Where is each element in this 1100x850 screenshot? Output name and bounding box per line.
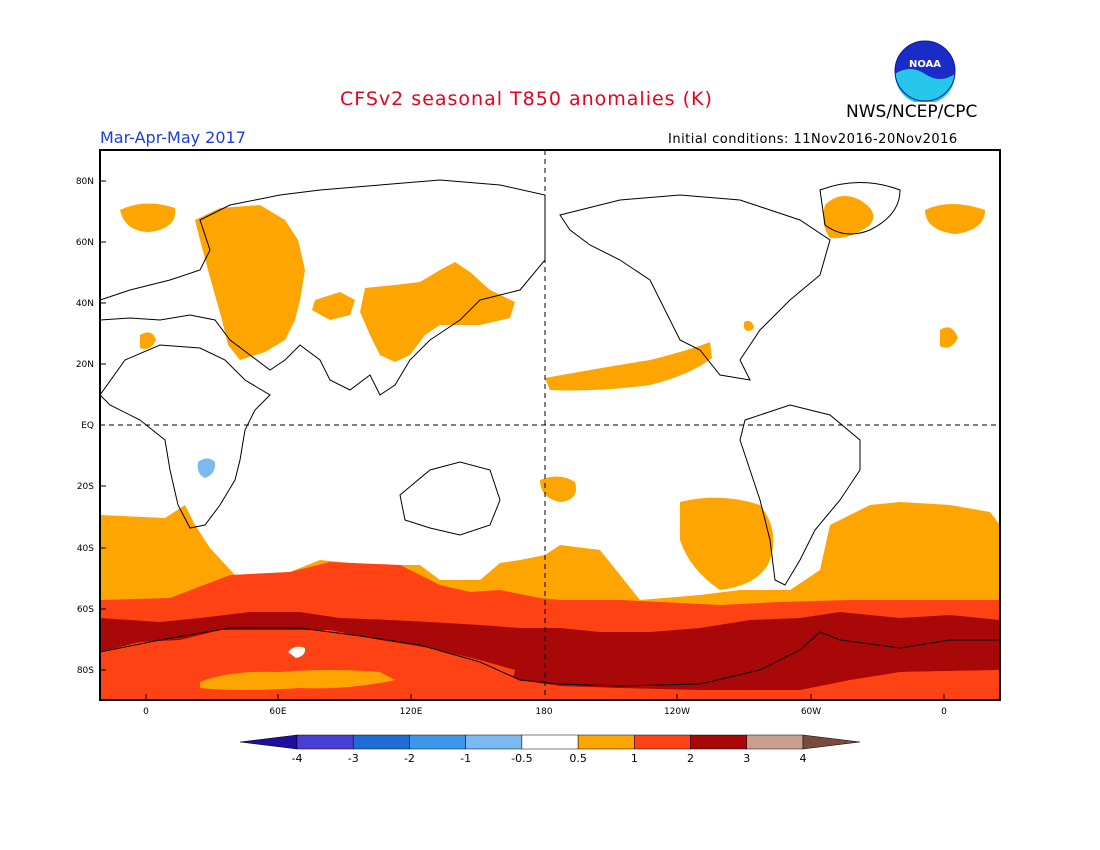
lon-axis: 0 60E 120E 180 120W 60W 0 — [143, 707, 947, 717]
colorbar-tick-label: -1 — [460, 752, 471, 765]
colorbar-swatch — [802, 734, 861, 750]
colorbar-tick-label: -2 — [404, 752, 415, 765]
lat-tick-label: 80N — [76, 177, 94, 187]
colorbar-tick-label: 1 — [631, 752, 638, 765]
anomaly-eurasia-patch — [195, 205, 305, 360]
lat-tick-label: 60N — [76, 238, 94, 248]
anomaly-north-pacific-patch — [545, 342, 712, 391]
noaa-logo: NOAA — [894, 40, 956, 102]
lon-tick-label: 120E — [400, 707, 423, 717]
colorbar-swatch — [409, 734, 466, 750]
lat-tick-label: EQ — [81, 421, 94, 431]
colorbar-swatch — [296, 734, 354, 750]
colorbar-swatch — [239, 734, 298, 750]
colorbar-tick-label: -3 — [348, 752, 359, 765]
colorbar-swatch — [634, 734, 691, 750]
outline-north-america — [559, 194, 831, 381]
lat-tick-label: 80S — [77, 666, 94, 676]
lon-tick-label: 120W — [664, 707, 690, 717]
colorbar-swatch — [352, 734, 410, 750]
lat-axis: 80N 60N 40N 20N EQ 20S 40S 60S 80S — [76, 177, 94, 676]
outline-eurasia — [100, 179, 546, 396]
colorbar-tick-label: 3 — [743, 752, 750, 765]
colorbar-tick-label: -4 — [292, 752, 303, 765]
anomaly-antarctica-orange-patch — [200, 670, 395, 690]
initial-conditions-label: Initial conditions: 11Nov2016-20Nov2016 — [668, 132, 958, 147]
outline-greenland — [819, 182, 901, 235]
colorbar-swatch — [521, 734, 579, 750]
lat-tick-label: 40S — [77, 544, 94, 554]
outline-australia — [399, 461, 501, 536]
lon-tick-label: 60E — [269, 707, 286, 717]
anomaly-asia-patch — [360, 262, 515, 362]
outline-south-america — [739, 404, 861, 586]
agency-label: NWS/NCEP/CPC — [846, 102, 978, 122]
colorbar-tick-label: -0.5 — [511, 752, 532, 765]
colorbar-swatch — [690, 734, 748, 750]
colorbar-tick-label: 2 — [687, 752, 694, 765]
anomaly-band-dark-red — [100, 612, 1000, 690]
lon-tick-label: 60W — [801, 707, 821, 717]
colorbar-swatch — [465, 734, 523, 750]
colorbar-swatch — [746, 734, 804, 750]
outline-africa — [100, 344, 271, 529]
colorbar-tick-label: 0.5 — [569, 752, 587, 765]
logo-text: NOAA — [909, 59, 941, 70]
lon-tick-label: 0 — [143, 707, 149, 717]
anomaly-negative-patch — [197, 458, 216, 478]
season-label: Mar-Apr-May 2017 — [100, 128, 246, 147]
anomaly-south-pacific-patch — [680, 497, 774, 590]
outline-antarctica — [100, 627, 1000, 687]
colorbar-tick-label: 4 — [800, 752, 807, 765]
chart-title: CFSv2 seasonal T850 anomalies (K) — [340, 88, 713, 110]
lat-tick-label: 20N — [76, 360, 94, 370]
lon-tick-label: 180 — [535, 707, 552, 717]
colorbar-swatch — [577, 734, 635, 750]
lat-tick-label: 40N — [76, 299, 94, 309]
lat-tick-label: 20S — [77, 482, 94, 492]
map-frame — [99, 149, 1001, 701]
lat-tick-label: 60S — [77, 605, 94, 615]
lon-tick-label: 0 — [941, 707, 947, 717]
